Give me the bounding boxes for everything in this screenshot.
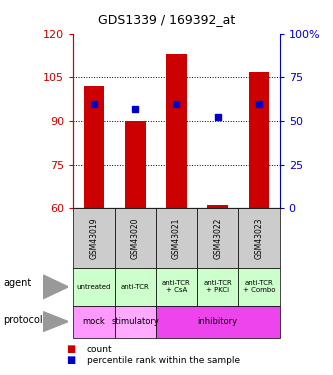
Bar — [84, 86, 104, 208]
Text: anti-TCR
+ Combo: anti-TCR + Combo — [243, 280, 275, 293]
Text: count: count — [87, 345, 112, 354]
Text: anti-TCR
+ CsA: anti-TCR + CsA — [162, 280, 191, 293]
Text: GSM43019: GSM43019 — [89, 217, 99, 259]
Text: agent: agent — [3, 278, 32, 288]
Text: GDS1339 / 169392_at: GDS1339 / 169392_at — [98, 13, 235, 26]
Text: anti-TCR
+ PKCi: anti-TCR + PKCi — [203, 280, 232, 293]
Text: inhibitory: inhibitory — [198, 317, 238, 326]
Bar — [166, 54, 187, 208]
Text: mock: mock — [83, 317, 105, 326]
Text: protocol: protocol — [3, 315, 43, 325]
Text: anti-TCR: anti-TCR — [121, 284, 150, 290]
Bar — [125, 121, 146, 208]
Text: stimulatory: stimulatory — [111, 317, 159, 326]
Text: GSM43023: GSM43023 — [254, 217, 264, 259]
Text: GSM43020: GSM43020 — [131, 217, 140, 259]
Text: ■: ■ — [67, 344, 76, 354]
Text: ■: ■ — [67, 355, 76, 364]
Bar — [207, 205, 228, 208]
Text: GSM43022: GSM43022 — [213, 217, 222, 259]
Polygon shape — [43, 275, 68, 298]
Polygon shape — [43, 312, 68, 332]
Bar — [249, 72, 269, 208]
Text: percentile rank within the sample: percentile rank within the sample — [87, 356, 240, 364]
Text: GSM43021: GSM43021 — [172, 217, 181, 259]
Text: untreated: untreated — [77, 284, 111, 290]
